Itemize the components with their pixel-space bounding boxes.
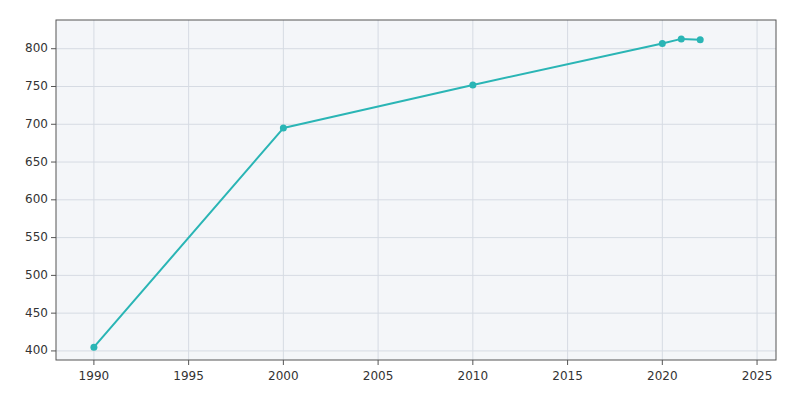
point [90,344,97,351]
axes: 400 450 500 550 600 650 700 750 800 1990 1995 2000 2… [25,20,776,383]
y-tick [51,199,56,200]
y-grid-line [56,124,776,125]
y-tick [51,48,56,49]
series [90,35,703,350]
y-tick [51,86,56,87]
y-grid-line [56,48,776,49]
line [94,39,700,347]
y-tick-label: 550 [25,230,48,244]
x-grid-line [188,20,189,360]
y-tick [51,275,56,276]
y-grid-line [56,313,776,314]
y-grid-line [56,86,776,87]
y-tick [51,162,56,163]
y-tick [51,350,56,351]
grid [56,20,776,360]
plot-background [56,20,776,360]
y-tick [51,124,56,125]
x-tick-label: 2025 [742,369,773,383]
x-tick-label: 1995 [173,369,204,383]
x-tick-label: 1990 [79,369,110,383]
y-grid-line [56,237,776,238]
x-tick [283,360,284,365]
x-grid-line [567,20,568,360]
y-grid-line [56,275,776,276]
y-tick-label: 800 [25,41,48,55]
point [469,81,476,88]
x-tick-label: 2010 [458,369,489,383]
x-tick [567,360,568,365]
x-tick-label: 2000 [268,369,299,383]
chart-container: 400 450 500 550 600 650 700 750 800 1990 1995 2000 2… [0,0,800,400]
point [659,40,666,47]
x-tick [662,360,663,365]
y-tick [51,313,56,314]
x-tick-label: 2005 [363,369,394,383]
point [678,35,685,42]
y-grid-line [56,162,776,163]
x-tick [93,360,94,365]
x-tick-label: 2015 [552,369,583,383]
x-grid-line [757,20,758,360]
x-grid-line [93,20,94,360]
x-tick [757,360,758,365]
y-tick-label: 500 [25,268,48,282]
y-tick [51,237,56,238]
y-grid-line [56,199,776,200]
chart-svg: 400 450 500 550 600 650 700 750 800 1990 1995 2000 2… [0,0,800,400]
x-grid-line [472,20,473,360]
x-grid-line [378,20,379,360]
x-tick [472,360,473,365]
x-tick [188,360,189,365]
x-tick [378,360,379,365]
y-tick-label: 400 [25,343,48,357]
y-tick-label: 600 [25,192,48,206]
point [697,36,704,43]
plot-frame [56,20,776,360]
y-tick-label: 650 [25,155,48,169]
y-grid-line [56,350,776,351]
point [280,125,287,132]
x-grid-line [662,20,663,360]
y-tick-label: 750 [25,79,48,93]
y-tick-label: 700 [25,117,48,131]
x-tick-label: 2020 [647,369,678,383]
y-tick-label: 450 [25,306,48,320]
x-grid-line [283,20,284,360]
